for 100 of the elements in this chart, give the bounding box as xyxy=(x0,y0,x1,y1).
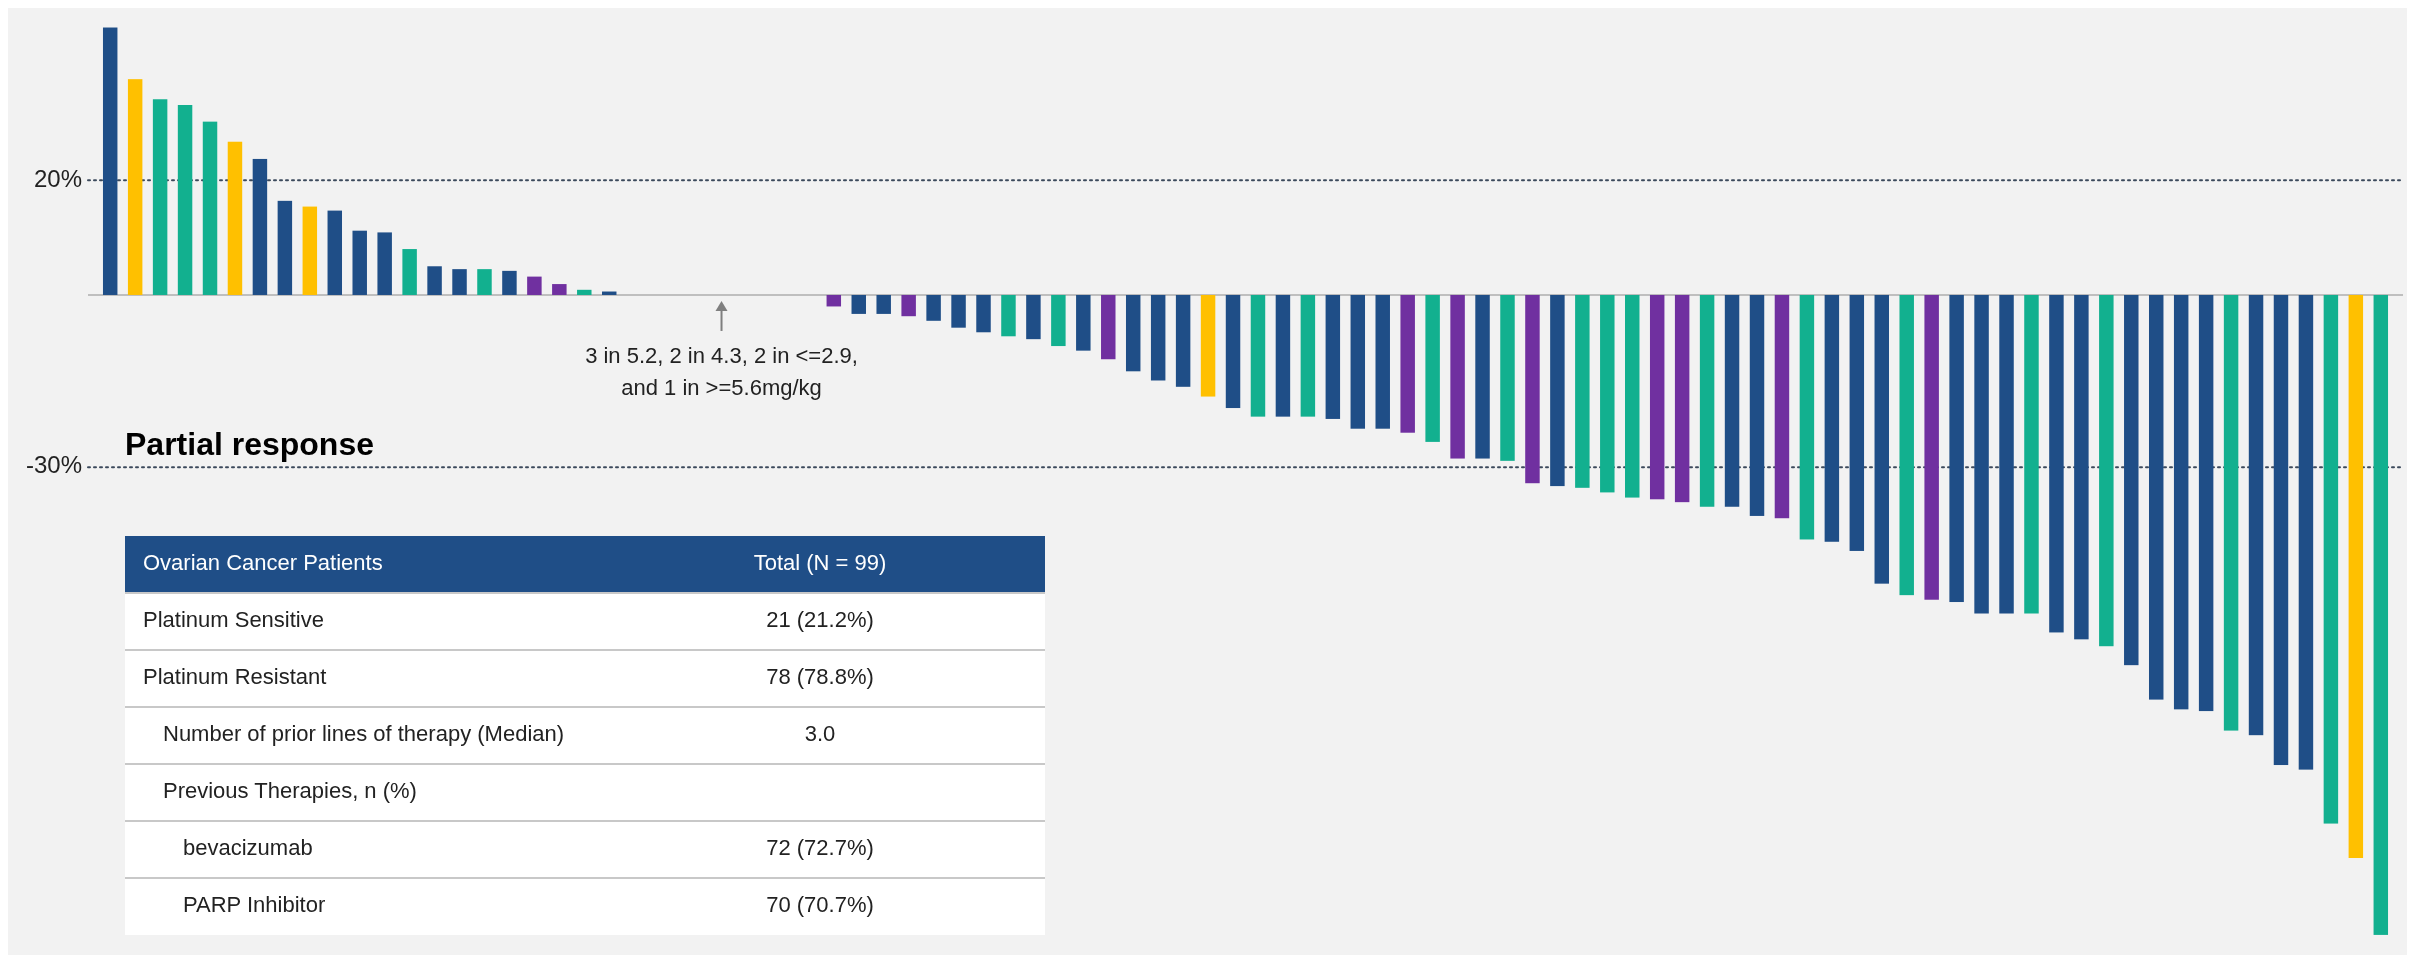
bar xyxy=(2323,294,2339,824)
bar xyxy=(1849,294,1865,551)
bar xyxy=(1874,294,1889,584)
bar xyxy=(2348,294,2364,859)
bar xyxy=(1076,294,1091,351)
bar xyxy=(377,232,392,295)
bar xyxy=(1425,294,1440,442)
bar xyxy=(252,158,268,295)
bar xyxy=(1400,294,1415,433)
bar xyxy=(1724,294,1740,507)
annotation: Ovarian Cancer Patients xyxy=(143,550,383,576)
bar xyxy=(2074,294,2089,640)
bar xyxy=(1375,294,1390,429)
bar xyxy=(1699,294,1715,507)
bar xyxy=(2099,294,2114,647)
bar xyxy=(1575,294,1590,488)
bar xyxy=(1300,294,1316,417)
bar xyxy=(2298,294,2314,770)
bar xyxy=(2273,294,2289,766)
annotation: 70 (70.7%) xyxy=(766,892,874,918)
annotation: 78 (78.8%) xyxy=(766,664,874,690)
bar xyxy=(177,105,193,295)
bar xyxy=(1949,294,1964,603)
bar xyxy=(2173,294,2189,710)
bar xyxy=(1525,294,1540,484)
bar xyxy=(976,294,991,333)
bar xyxy=(452,269,467,295)
bar xyxy=(1150,294,1166,381)
annotation: 21 (21.2%) xyxy=(766,607,874,633)
bar xyxy=(1799,294,1815,540)
bar xyxy=(1001,294,1016,337)
bar xyxy=(951,294,966,328)
bar xyxy=(2198,294,2214,712)
bar xyxy=(1275,294,1291,417)
bar xyxy=(1026,294,1041,340)
bar xyxy=(327,210,343,295)
bar xyxy=(127,79,143,295)
bar xyxy=(2024,294,2039,614)
ref-line-label: Partial response xyxy=(125,426,374,463)
bar xyxy=(1674,294,1690,503)
bar xyxy=(277,200,293,295)
bar xyxy=(1899,294,1914,596)
annotation: 72 (72.7%) xyxy=(766,835,874,861)
bar xyxy=(2148,294,2164,700)
bar xyxy=(2223,294,2239,731)
y-tick-label: -30% xyxy=(25,451,82,479)
annotation: Platinum Resistant xyxy=(143,664,327,690)
annotation: Total (N = 99) xyxy=(753,550,887,576)
bar xyxy=(402,249,417,295)
annotation: 3 in 5.2, 2 in 4.3, 2 in <=2.9, and 1 in >=5.6mg/kg xyxy=(585,342,858,400)
annotation: 3.0 xyxy=(804,721,836,747)
bar xyxy=(1550,294,1565,487)
bar xyxy=(1325,294,1341,419)
bar xyxy=(1974,294,1989,614)
bar xyxy=(1924,294,1939,600)
bar xyxy=(1999,294,2014,614)
bar xyxy=(1625,294,1640,498)
bar xyxy=(2373,294,2389,935)
bar xyxy=(1749,294,1765,516)
annotation: Previous Therapies, n (%) xyxy=(163,778,417,804)
bar xyxy=(1125,294,1141,372)
bar xyxy=(851,294,866,314)
bar xyxy=(477,269,492,295)
bar xyxy=(577,289,592,295)
bar xyxy=(2049,294,2064,633)
bar xyxy=(876,294,891,314)
bar xyxy=(527,276,542,295)
bar xyxy=(1649,294,1665,500)
bar xyxy=(1774,294,1790,519)
bar xyxy=(1051,294,1066,347)
bar xyxy=(427,266,442,295)
bar xyxy=(2124,294,2139,666)
bar xyxy=(1175,294,1191,387)
bar xyxy=(1500,294,1515,461)
bar xyxy=(202,121,218,295)
annotation: PARP Inhibitor xyxy=(183,892,326,918)
bar xyxy=(1200,294,1216,397)
bar xyxy=(227,141,243,295)
y-tick-label: 20% xyxy=(33,164,82,192)
bar xyxy=(826,294,842,307)
bar xyxy=(1450,294,1465,459)
bar xyxy=(552,284,567,295)
annotation: Platinum Sensitive xyxy=(143,607,324,633)
bar xyxy=(1475,294,1490,459)
bar xyxy=(1350,294,1366,429)
bar xyxy=(1600,294,1615,493)
bar xyxy=(352,230,367,295)
bar xyxy=(502,270,517,295)
annotation: bevacizumab xyxy=(183,835,313,861)
annotation: Number of prior lines of therapy (Median) xyxy=(163,721,565,747)
bar xyxy=(102,27,118,295)
bar xyxy=(302,206,318,295)
bar xyxy=(1824,294,1840,542)
bar xyxy=(901,294,916,317)
bar xyxy=(926,294,941,321)
bar xyxy=(2248,294,2264,736)
bar xyxy=(1225,294,1241,409)
bar xyxy=(152,99,168,295)
bar xyxy=(1250,294,1266,417)
bar xyxy=(1101,294,1116,360)
